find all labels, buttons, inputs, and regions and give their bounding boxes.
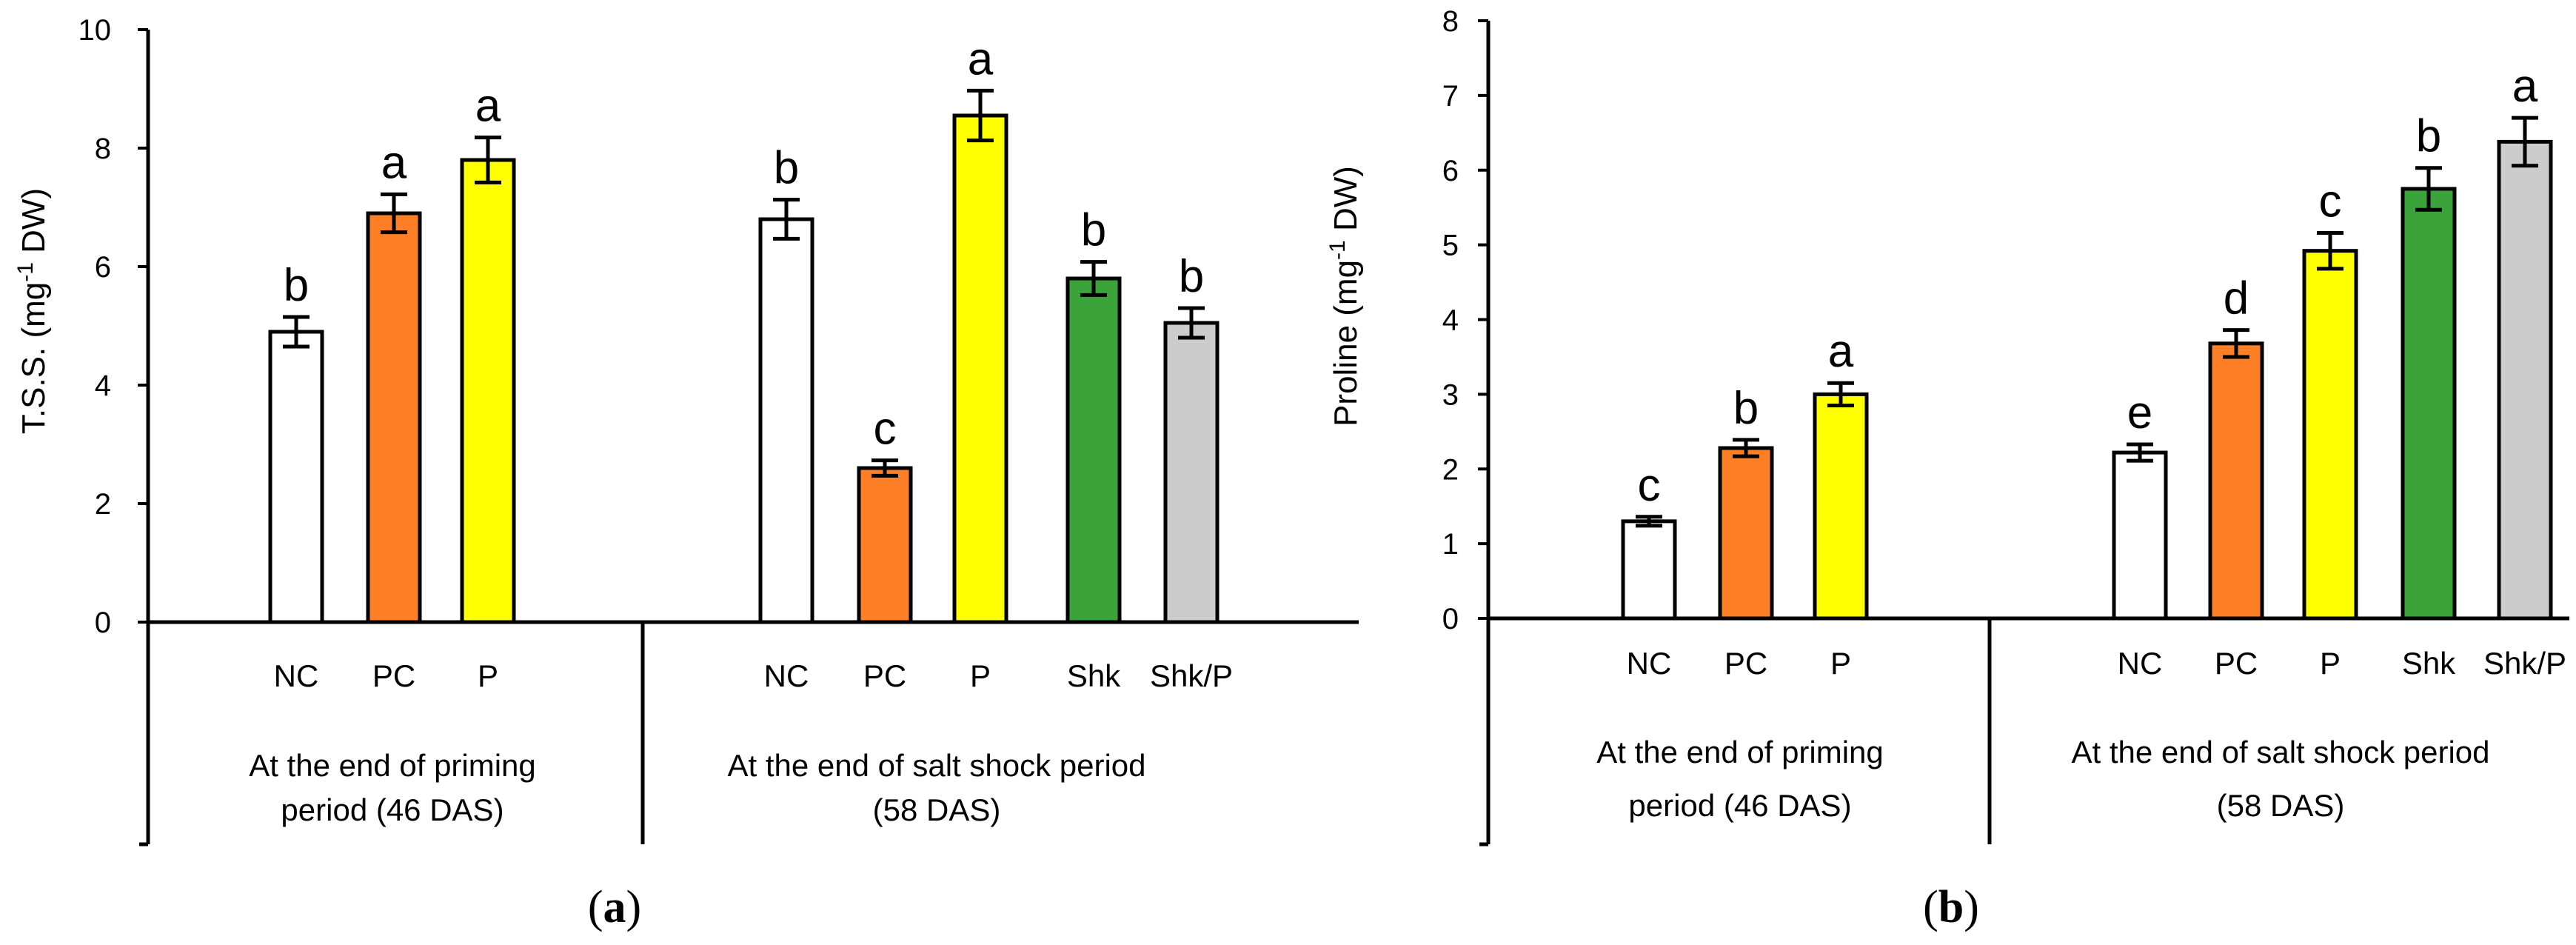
pb-bar-1-3: [2401, 187, 2457, 621]
pb-bar-1-2: [2302, 249, 2358, 621]
pa-category-label-1-3: Shk: [1067, 658, 1121, 693]
pa-sig-letter-1-1: c: [874, 404, 897, 455]
pa-sig-letter-1-2: a: [968, 33, 994, 84]
y-axis-title-a: T.S.S. (mg-1 DW): [13, 188, 52, 434]
pa-y-tick-label-4: 8: [95, 133, 111, 165]
pb-group-label-0-0: At the end of priming: [1596, 735, 1884, 769]
pa-bar-1-1: [857, 466, 913, 624]
pa-bar-1-2: [952, 113, 1008, 624]
pb-bar-0-2: [1813, 392, 1869, 621]
pa-bar-1-0: [758, 217, 814, 624]
pa-y-tick-label-1: 2: [95, 488, 111, 521]
pb-category-label-1-1: PC: [2215, 646, 2258, 681]
pb-bar-0-1: [1718, 446, 1774, 621]
pb-y-tick-label-7: 7: [1442, 80, 1459, 113]
panel-label-a: (a): [588, 882, 641, 932]
pb-category-label-1-2: P: [2320, 646, 2341, 681]
pb-y-tick-label-4: 4: [1442, 304, 1459, 337]
panel-label-b: (b): [1923, 882, 1979, 932]
panel-b-chart: Proline (mg-1 DW) (b) 0 1 2 3 4 5 6 7 8 c NC b PC a P A…: [1325, 5, 2569, 932]
pb-y-tick-label-1: 1: [1442, 528, 1459, 561]
pb-group-label-0-1: period (46 DAS): [1628, 788, 1851, 823]
pa-bar-0-1: [366, 211, 422, 624]
pa-group-label-1-1: (58 DAS): [873, 792, 1001, 827]
pb-y-tick-label-3: 3: [1442, 378, 1459, 411]
pa-category-label-1-2: P: [970, 658, 991, 693]
pa-sig-letter-1-3: b: [1081, 205, 1106, 256]
pa-bar-0-0: [268, 330, 324, 624]
pb-sig-letter-0-1: b: [1733, 383, 1759, 434]
pb-y-tick-label-8: 8: [1442, 5, 1459, 38]
pb-category-label-0-0: NC: [1627, 646, 1672, 681]
pb-sig-letter-1-4: a: [2512, 61, 2538, 112]
pb-sig-letter-0-2: a: [1828, 326, 1854, 377]
pa-y-tick-label-3: 6: [95, 251, 111, 284]
pa-group-label-0-0: At the end of priming: [249, 748, 536, 783]
pb-sig-letter-1-3: b: [2416, 111, 2441, 162]
pa-category-label-0-0: NC: [274, 658, 319, 693]
pa-bar-1-4: [1163, 321, 1220, 624]
pa-sig-letter-0-1: a: [381, 137, 407, 188]
pb-bar-1-4: [2497, 139, 2553, 621]
pa-group-label-1-0: At the end of salt shock period: [727, 748, 1145, 783]
pa-category-label-0-2: P: [478, 658, 498, 693]
pa-category-label-1-0: NC: [764, 658, 809, 693]
pb-y-tick-label-2: 2: [1442, 453, 1459, 486]
pb-category-label-1-0: NC: [2118, 646, 2163, 681]
pb-category-label-0-1: PC: [1724, 646, 1767, 681]
pa-bar-1-3: [1065, 276, 1122, 624]
pb-bar-1-0: [2112, 450, 2168, 621]
pa-category-label-1-1: PC: [863, 658, 906, 693]
pb-y-tick-label-6: 6: [1442, 155, 1459, 187]
pa-category-label-1-4: Shk/P: [1150, 658, 1233, 693]
pb-category-label-0-2: P: [1830, 646, 1851, 681]
pb-sig-letter-1-1: d: [2224, 273, 2249, 324]
pb-y-tick-label-5: 5: [1442, 230, 1459, 262]
pb-sig-letter-1-2: c: [2319, 176, 2342, 227]
y-axis-title-b: Proline (mg-1 DW): [1325, 166, 1364, 427]
pb-category-label-1-3: Shk: [2402, 646, 2456, 681]
pb-sig-letter-1-0: e: [2127, 387, 2152, 438]
pb-group-label-1-0: At the end of salt shock period: [2071, 735, 2489, 769]
pa-category-label-0-1: PC: [372, 658, 415, 693]
pb-category-label-1-4: Shk/P: [2483, 646, 2566, 681]
pb-bar-0-0: [1621, 519, 1677, 621]
pa-y-tick-label-5: 10: [78, 14, 112, 47]
pb-bar-1-1: [2208, 341, 2264, 621]
pa-group-label-0-1: period (46 DAS): [281, 792, 504, 827]
panel-a-chart: T.S.S. (mg-1 DW) (a) 0 2 4 6 8 10 b NC a PC a P At t…: [13, 14, 1359, 932]
pa-y-tick-label-2: 4: [95, 370, 111, 402]
pa-sig-letter-0-2: a: [475, 81, 501, 132]
pa-sig-letter-1-4: b: [1179, 251, 1204, 302]
pb-y-tick-label-0: 0: [1442, 603, 1459, 635]
pa-bar-0-2: [460, 158, 516, 624]
pa-sig-letter-1-0: b: [774, 143, 799, 194]
pa-y-tick-label-0: 0: [95, 607, 111, 639]
pb-sig-letter-0-0: c: [1638, 460, 1661, 511]
pa-sig-letter-0-0: b: [284, 260, 309, 311]
pb-group-label-1-1: (58 DAS): [2217, 788, 2345, 823]
